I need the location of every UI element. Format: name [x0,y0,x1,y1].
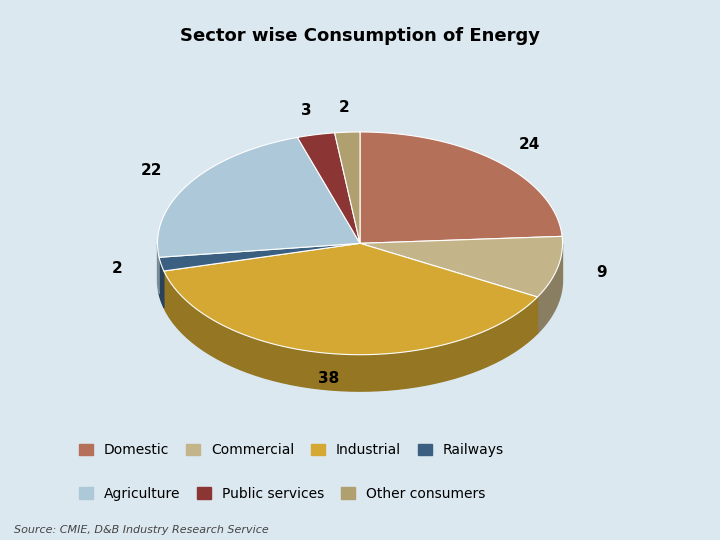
Text: 2: 2 [112,261,122,276]
Polygon shape [335,132,360,244]
Polygon shape [164,244,537,355]
Polygon shape [158,137,360,257]
Text: 2: 2 [339,100,350,115]
Text: 22: 22 [140,163,162,178]
Text: Source: CMIE, D&B Industry Research Service: Source: CMIE, D&B Industry Research Serv… [14,524,269,535]
Polygon shape [537,244,562,333]
Polygon shape [360,132,562,244]
Text: 24: 24 [518,137,540,152]
Polygon shape [159,257,164,307]
Polygon shape [297,133,360,244]
Text: 3: 3 [301,103,312,118]
Polygon shape [159,244,360,271]
Text: 9: 9 [595,266,606,280]
Polygon shape [360,237,562,297]
Polygon shape [164,271,537,391]
Text: 38: 38 [318,370,340,386]
Legend: Agriculture, Public services, Other consumers: Agriculture, Public services, Other cons… [79,487,485,501]
Legend: Domestic, Commercial, Industrial, Railways: Domestic, Commercial, Industrial, Railwa… [79,443,504,457]
Polygon shape [158,245,159,294]
Text: Sector wise Consumption of Energy: Sector wise Consumption of Energy [180,27,540,45]
